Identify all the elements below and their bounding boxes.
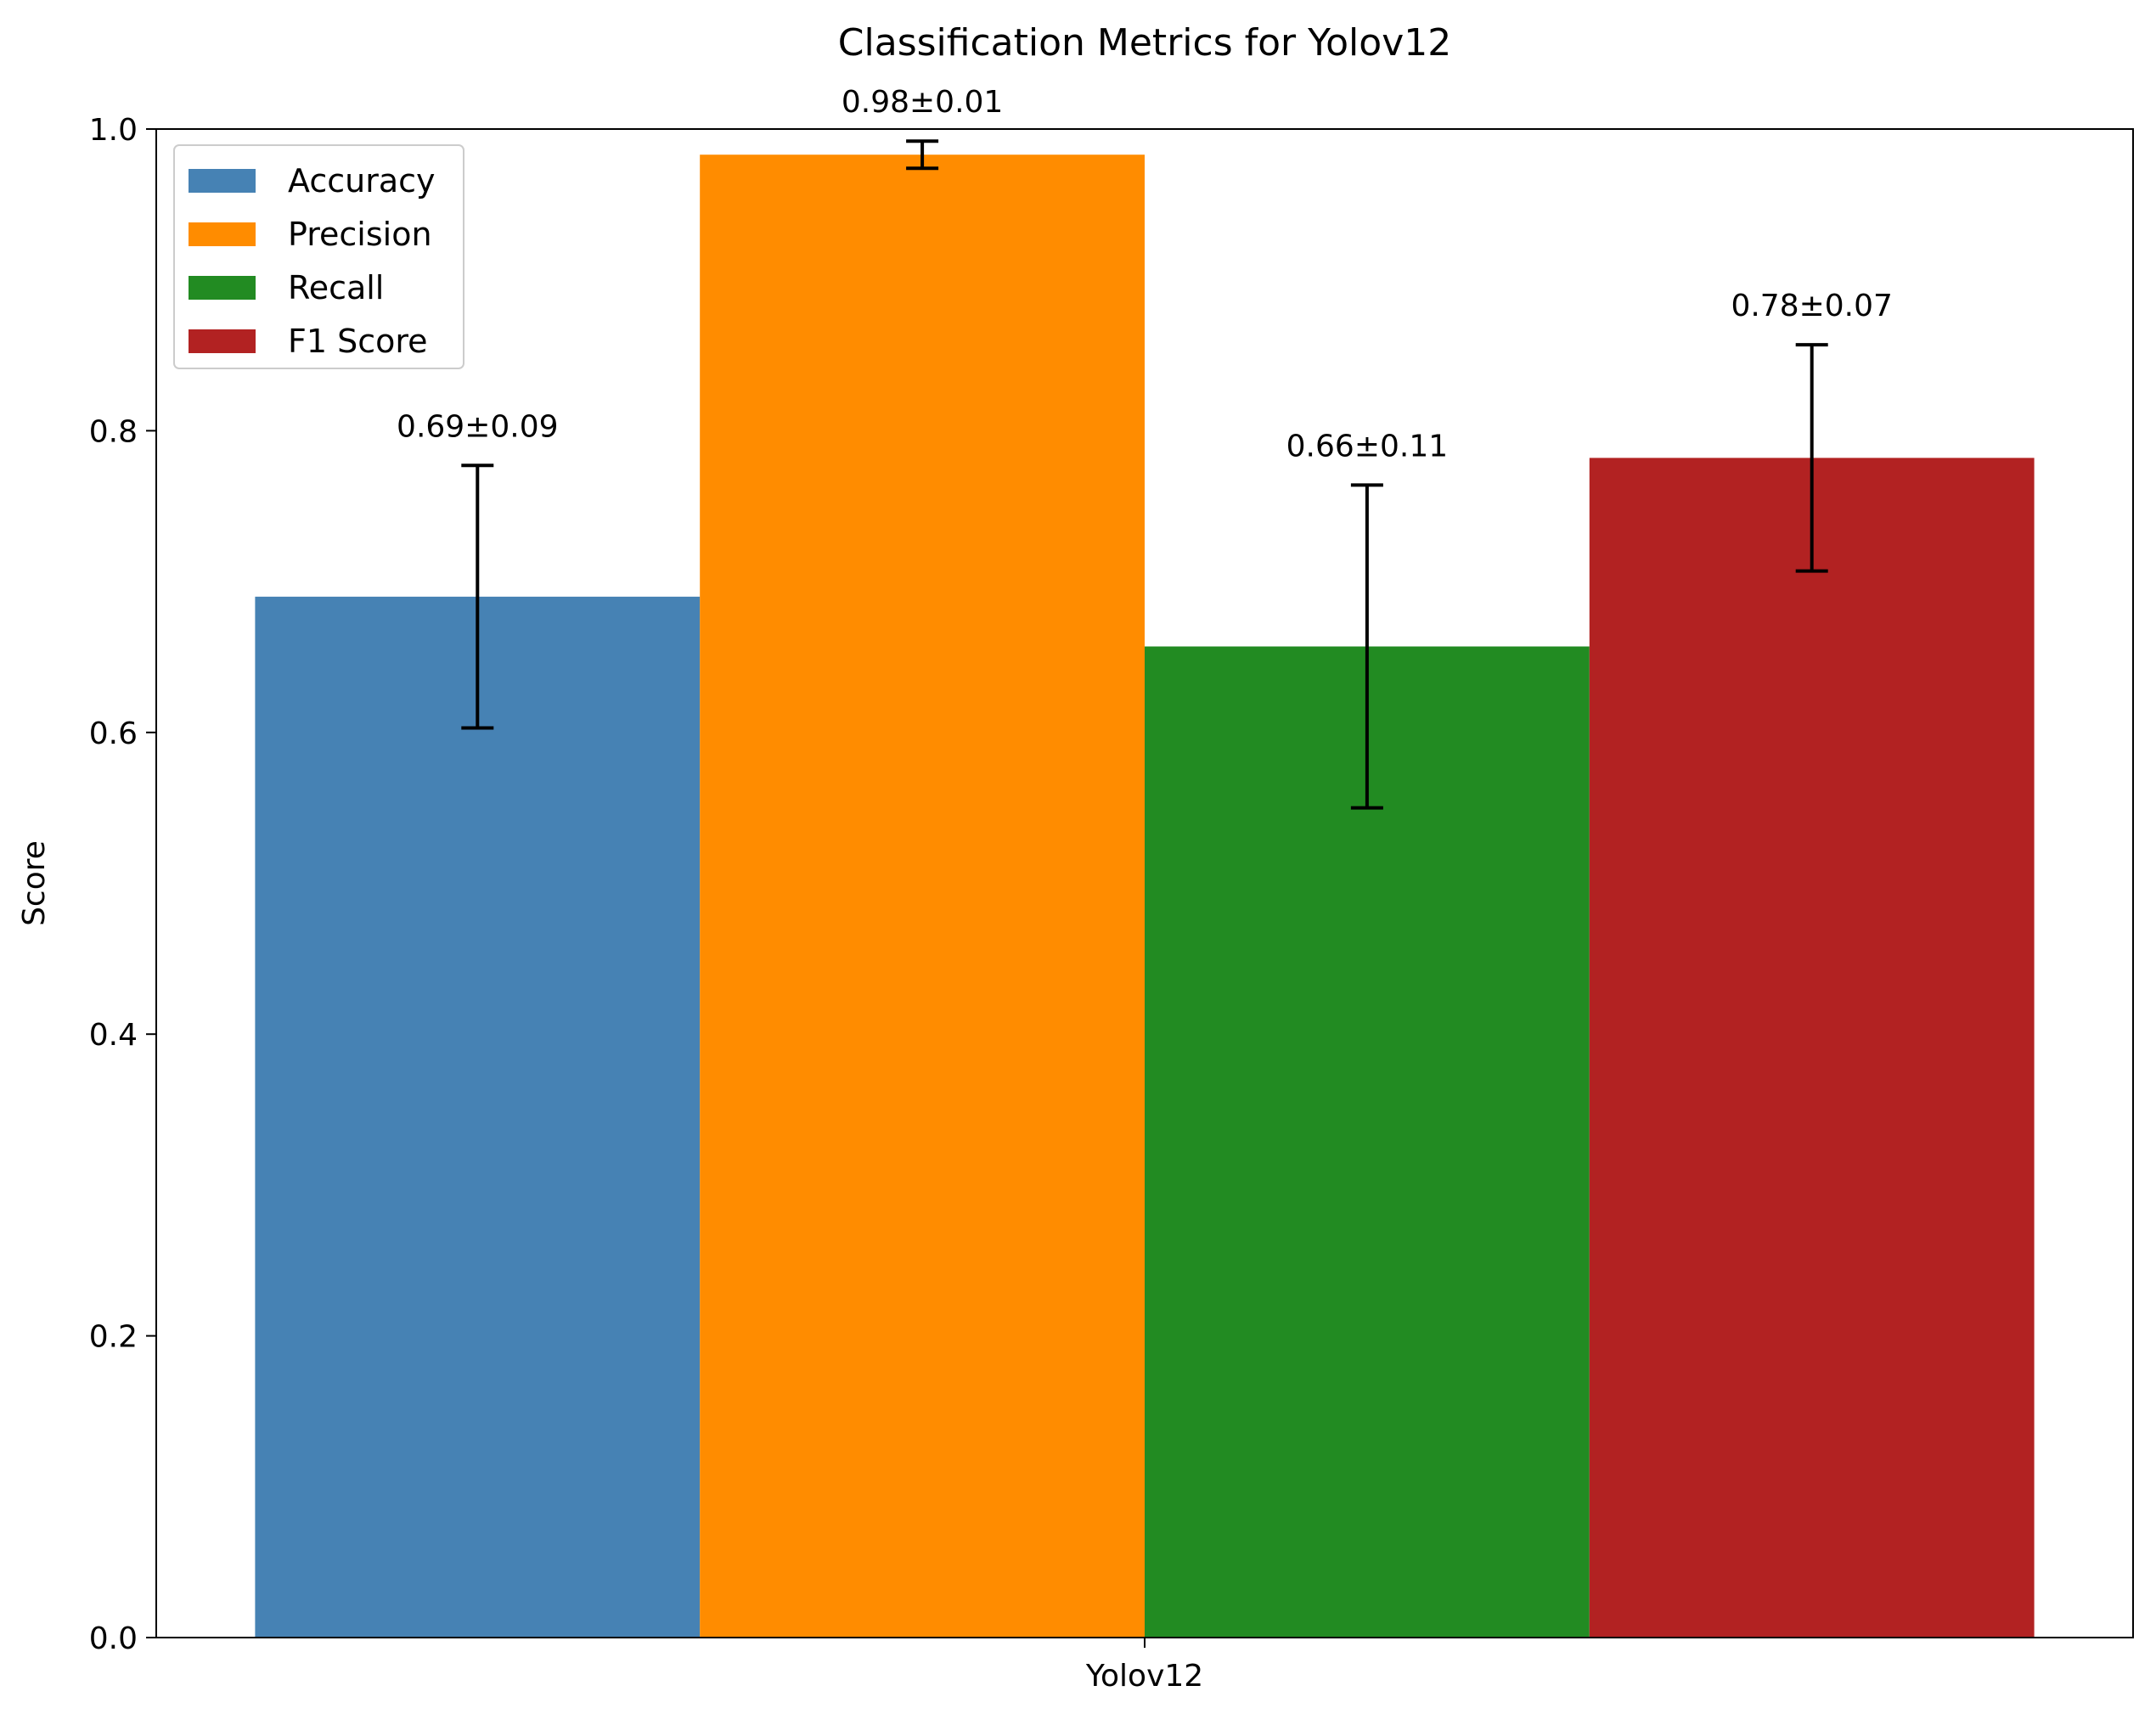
- value-label-accuracy: 0.69±0.09: [397, 409, 558, 444]
- legend: Accuracy Precision Recall F1 Score: [173, 144, 464, 369]
- legend-label: Accuracy: [288, 162, 436, 199]
- bars-layer: [255, 155, 2035, 1638]
- value-label-recall: 0.66±0.11: [1286, 429, 1448, 464]
- legend-item-recall: Recall: [189, 269, 384, 306]
- y-axis: 0.0 0.2 0.4 0.6 0.8 1.0: [89, 113, 156, 1656]
- legend-item-accuracy: Accuracy: [189, 162, 436, 199]
- error-bar-f1-score: [1795, 343, 1828, 573]
- y-tick-label: 0.4: [89, 1018, 138, 1053]
- legend-label: Precision: [288, 216, 432, 253]
- chart-title: Classification Metrics for Yolov12: [838, 21, 1451, 65]
- legend-swatch: [189, 222, 256, 246]
- legend-box: [173, 144, 464, 369]
- bar-recall: [1145, 646, 1590, 1638]
- error-bar-recall: [1350, 483, 1383, 810]
- bar-f1-score: [1589, 458, 2035, 1638]
- error-bars-layer: [461, 139, 1828, 810]
- y-tick-label: 0.8: [89, 414, 138, 449]
- y-tick-label: 0.6: [89, 716, 138, 751]
- legend-swatch: [189, 276, 256, 300]
- x-axis: Yolov12: [1085, 1638, 1203, 1694]
- value-label-precision: 0.98±0.01: [842, 85, 1003, 120]
- y-tick-label: 0.2: [89, 1320, 138, 1355]
- error-bar-precision: [906, 139, 939, 171]
- value-label-f1-score: 0.78±0.07: [1731, 289, 1892, 323]
- y-tick-label: 0.0: [89, 1621, 138, 1656]
- legend-label: F1 Score: [288, 323, 428, 360]
- legend-label: Recall: [288, 269, 384, 306]
- x-tick-label: Yolov12: [1085, 1659, 1203, 1694]
- bar-accuracy: [255, 596, 701, 1638]
- plot-frame: [155, 128, 2134, 1638]
- legend-swatch: [189, 329, 256, 353]
- bar-precision: [700, 155, 1145, 1638]
- error-bar-accuracy: [461, 464, 494, 730]
- legend-item-precision: Precision: [189, 216, 432, 253]
- y-axis-label: Score: [17, 840, 52, 926]
- y-tick-label: 1.0: [89, 113, 138, 148]
- legend-swatch: [189, 169, 256, 193]
- legend-item-f1-score: F1 Score: [189, 323, 428, 360]
- bar-value-labels: 0.69±0.09 0.98±0.01 0.66±0.11 0.78±0.07: [397, 85, 1893, 464]
